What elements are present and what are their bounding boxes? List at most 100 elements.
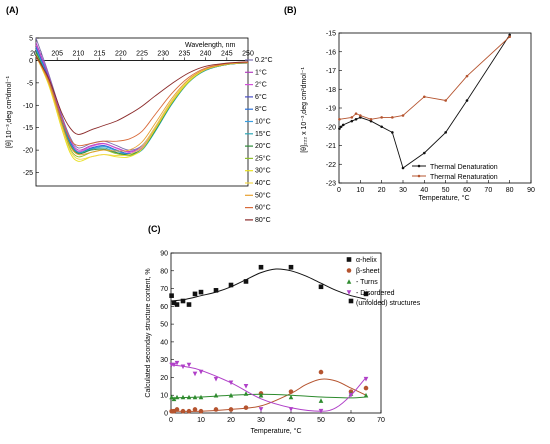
panel-b-xtick-label: 80	[506, 187, 514, 194]
panel-c-ytick-label: 60	[160, 304, 168, 311]
panel-a-legend-label: 1°C	[255, 68, 267, 76]
panel-c-point	[258, 392, 264, 398]
panel-c-ytick-label: 80	[160, 268, 168, 275]
panel-c-xtick-label: 0	[169, 417, 173, 424]
panel-b-point	[423, 151, 426, 155]
panel-a-xtick-label: 205	[51, 50, 63, 57]
panel-b-ylabel: [θ]₂₂₂ x 10⁻³,deg cm²dmol⁻¹	[301, 67, 308, 153]
panel-b-legend-label: Thermal Denaturation	[430, 164, 498, 171]
panel-c-point	[228, 380, 234, 386]
panel-c-point	[243, 279, 249, 284]
panel-b-point	[401, 166, 405, 170]
panel-b-ticks: 0 10 20 30 40 50 60 70 80 90 -15 -16 -17 -18 -19 -20 -21…	[326, 31, 535, 195]
panel-b-point	[359, 116, 362, 119]
panel-b-ytick-label: -15	[326, 31, 336, 38]
panel-b-ytick-label: -22	[326, 162, 336, 169]
panel-b-legend-marker	[417, 164, 421, 168]
panel-b-frame	[338, 32, 532, 184]
panel-b-point	[465, 99, 469, 102]
panel-a-xtick-label: 250	[242, 50, 254, 57]
panel-b-point	[359, 114, 362, 117]
panel-c-point	[180, 364, 186, 370]
panel-c-point	[363, 392, 369, 398]
panel-a-legend-label: 50°C	[255, 191, 271, 199]
panel-a-legend-label: 6°C	[255, 93, 267, 101]
panel-c-point	[228, 407, 234, 412]
panel-a-legend-label: 10°C	[255, 118, 271, 126]
panel-b-xtick-label: 30	[399, 187, 407, 194]
panel-c-point	[318, 398, 324, 403]
panel-c-point	[186, 302, 192, 307]
panel-c-legend-marker	[346, 279, 352, 284]
panel-c-point	[213, 288, 219, 293]
panel-c-point	[318, 369, 324, 375]
panel-b-legend: Thermal Denaturation Thermal Renaturation	[412, 164, 498, 181]
panel-c-point	[171, 396, 177, 402]
panel-c-fit-line	[170, 268, 367, 302]
panel-c-point	[213, 392, 219, 398]
panel-a-xtick-label: 225	[136, 50, 148, 57]
panel-a-ytick-label: 5	[29, 36, 33, 43]
panel-c-xlabel: Temperature, °C	[250, 427, 301, 435]
panel-c-point	[288, 389, 294, 394]
panel-c-legend-label: α-helix	[356, 257, 377, 264]
panel-c-point	[186, 408, 192, 414]
panel-a-series	[35, 37, 249, 162]
panel-a-xtick-label: 235	[179, 50, 191, 57]
panel-a-ytick-label: 0	[29, 58, 33, 65]
panel-c-ytick-label: 20	[160, 375, 168, 382]
panel-c-legend-label: - Turns	[356, 279, 378, 286]
panel-c-legend-marker	[346, 268, 352, 273]
panel-b-point	[338, 127, 341, 130]
panel-c-point	[192, 394, 198, 400]
panel-a-legend-label: 30°C	[255, 167, 271, 175]
panel-b-point	[444, 99, 447, 102]
panel-b-series	[338, 33, 511, 170]
panel-a-series-line	[35, 55, 249, 147]
panel-label-a: (A)	[6, 5, 19, 15]
panel-c-point	[213, 407, 219, 412]
panel-c-ytick-label: 10	[160, 393, 168, 400]
panel-b-xtick-label: 70	[484, 187, 492, 194]
panel-a-legend: 0.2°C 1°C 2°C 6°C 8°C 10°C 15°C 20°C 25°C 30°C 40°…	[245, 56, 273, 224]
panel-b-xtick-label: 60	[463, 187, 471, 194]
panel-a-series-line	[35, 55, 249, 135]
panel-c-legend-label-line2: (unfolded) structures	[356, 300, 421, 307]
panel-b-point	[350, 116, 354, 119]
panel-a-ticks: 200 205 210 215 220 225 230 235 240 245 25050-5-10…	[23, 36, 254, 178]
panel-a-series-line	[35, 55, 249, 160]
panel-c-xtick-label: 20	[227, 417, 235, 424]
panel-b-point	[391, 131, 394, 134]
panel-c-point	[174, 394, 180, 400]
panel-c-ytick-label: 70	[160, 286, 168, 293]
panel-a-xtick-label: 240	[200, 50, 212, 57]
panel-b-point	[391, 116, 394, 119]
panel-b-ytick-label: -16	[326, 49, 336, 56]
panel-b-series-line	[339, 36, 511, 120]
panel-c-xtick-label: 40	[287, 417, 295, 424]
panel-c-point	[171, 362, 177, 368]
panel-c-xtick-label: 60	[347, 417, 355, 424]
panel-b-ytick-label: -19	[326, 106, 336, 113]
panel-b-chart: Temperature, °C [θ]₂₂₂ x 10⁻³,deg cm²dmo…	[301, 31, 535, 203]
panel-c-xtick-label: 70	[377, 417, 385, 424]
panel-b-xlabel: Temperature, °C	[418, 194, 469, 202]
panel-b-xtick-label: 0	[337, 187, 341, 194]
panel-c-point	[171, 300, 177, 306]
panel-c-ytick-label: 40	[160, 339, 168, 346]
panel-c-point	[174, 302, 180, 307]
panel-c-point	[258, 407, 264, 412]
panel-c-point	[318, 284, 324, 290]
panel-a-legend-label: 20°C	[255, 142, 271, 150]
panel-b-xtick-label: 90	[527, 187, 535, 194]
panel-c-point	[348, 298, 354, 304]
panel-c-point	[174, 407, 180, 412]
panel-a-xlabel: Wavelength, nm	[185, 42, 235, 49]
panel-b-point	[339, 125, 343, 129]
panel-c-point	[363, 385, 369, 391]
panel-a-ytick-label: -5	[27, 80, 33, 87]
panel-a-xtick-label: 245	[221, 50, 233, 57]
panel-b-ytick-label: -18	[326, 87, 336, 94]
panel-c-point	[180, 408, 186, 414]
